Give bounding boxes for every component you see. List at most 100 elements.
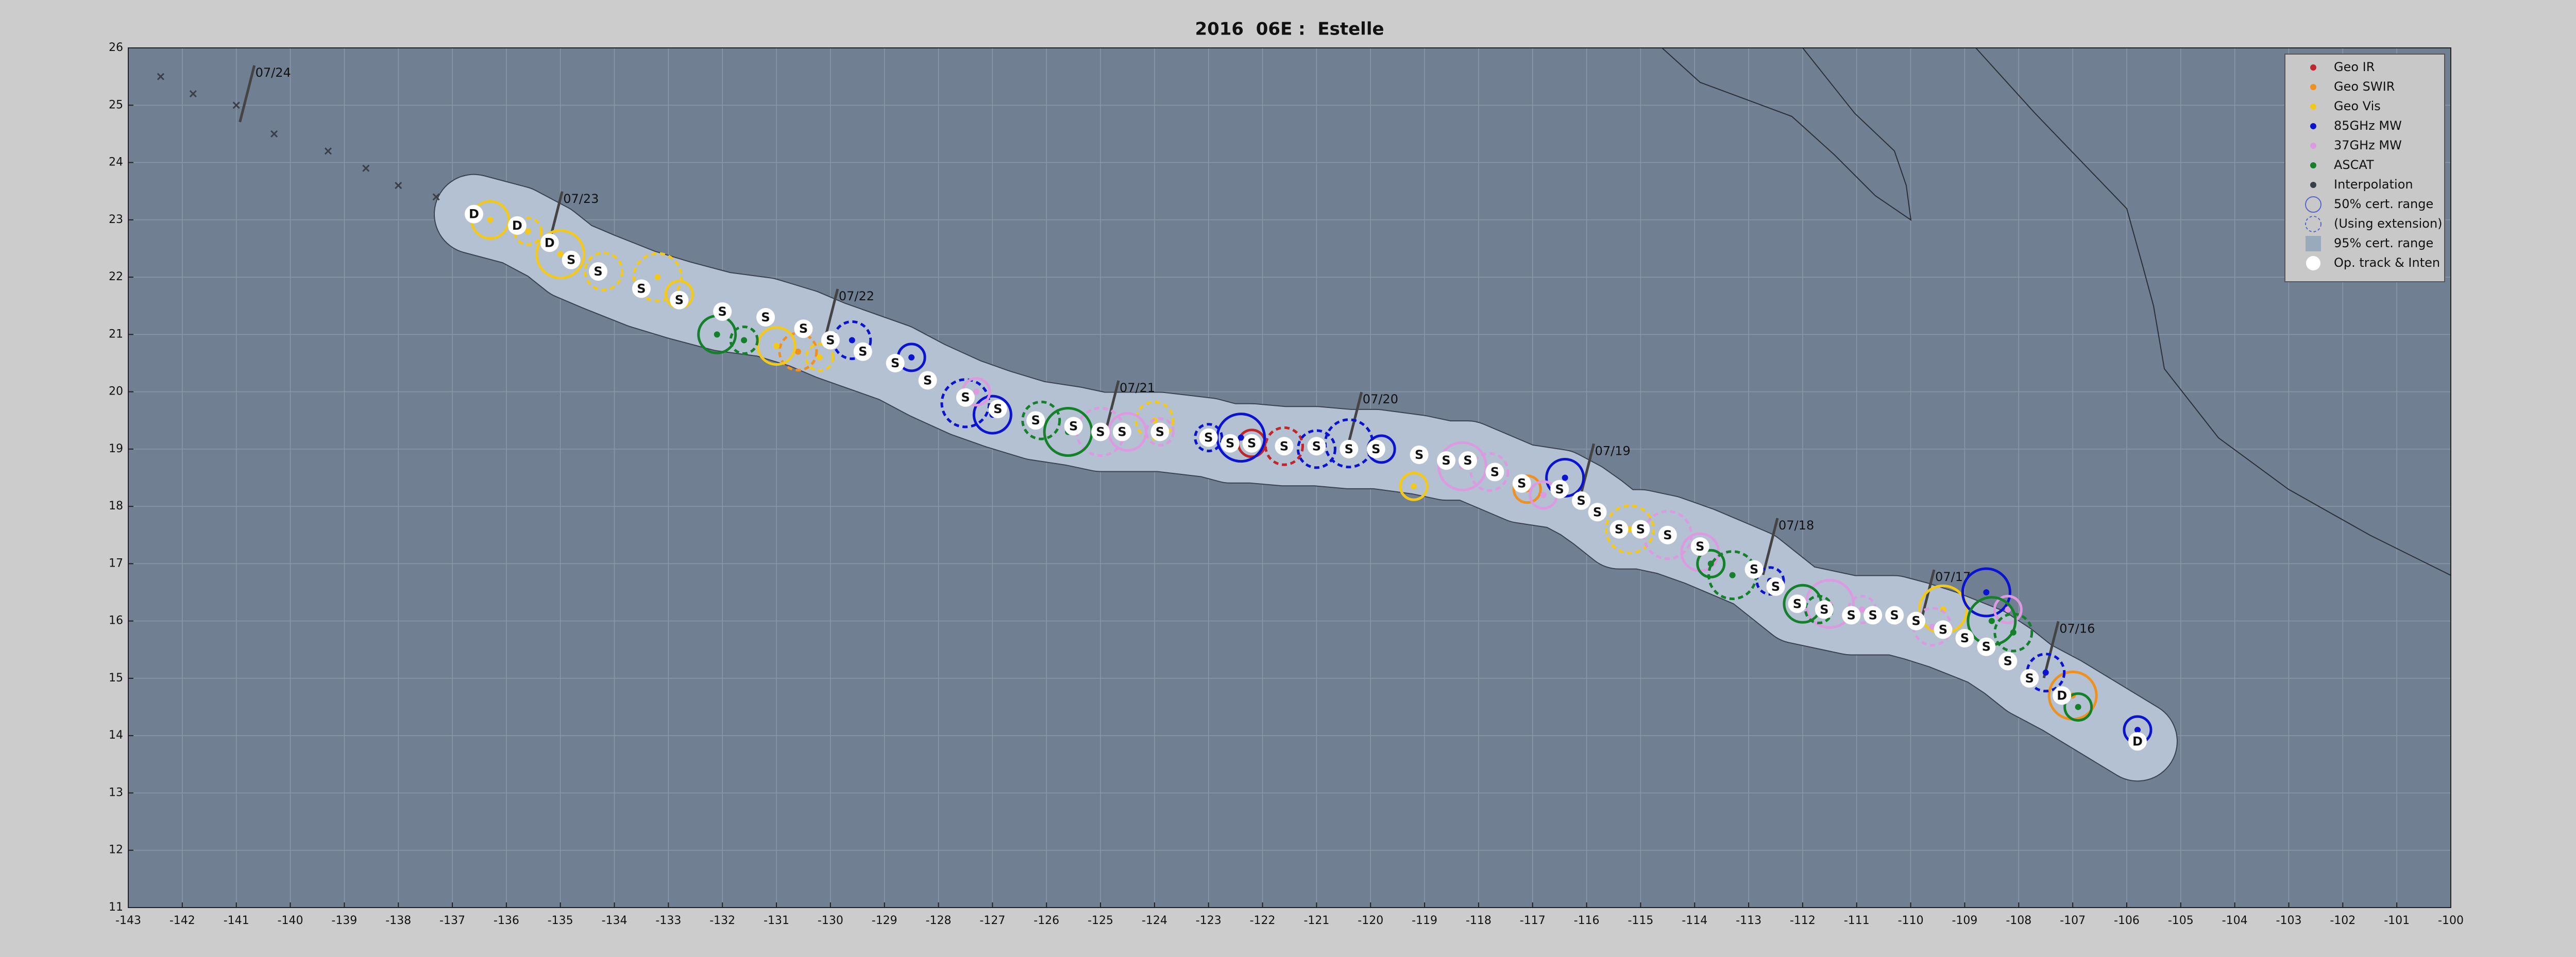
track-point [1242,434,1261,453]
intensity-label: S [675,293,684,307]
obs-range [2026,653,2066,693]
intensity-label: D [512,218,522,233]
legend-swatch [2310,64,2316,71]
x-tick-label: -125 [1088,914,1113,927]
interp-mark [232,101,240,109]
track-point [1366,439,1385,458]
obs-range [2063,692,2093,722]
date-label: 07/19 [1595,443,1631,458]
intensity-label: S [1615,522,1623,537]
intensity-label: D [545,235,555,250]
x-tick-label: -139 [331,914,357,927]
intensity-label: S [1096,424,1105,439]
x-tick-label: -131 [764,914,789,927]
intensity-label: S [594,264,602,279]
legend-swatch [2310,84,2316,90]
intensity-label: S [826,333,835,347]
obs-point [849,337,855,344]
obs-point [714,331,720,338]
track-point [1977,637,1996,656]
obs-point [2134,727,2141,733]
y-tick-label: 14 [109,729,123,742]
track-point [632,279,651,298]
legend-swatch [2306,256,2320,270]
track-point [1113,422,1132,441]
intensity-label: S [1771,579,1780,594]
intensity-label: S [761,310,770,324]
intensity-label: S [1345,442,1353,456]
date-label: 07/16 [2059,621,2095,636]
interp-mark [362,164,370,172]
date-label: 07/20 [1363,392,1398,406]
x-tick-label: -121 [1303,914,1329,927]
obs-range [940,378,991,429]
obs-range [1696,549,1726,578]
y-tick-label: 22 [109,270,123,283]
legend-label: Interpolation [2334,177,2413,192]
track-point [918,371,937,390]
track-point [1485,463,1504,482]
y-tick-label: 12 [109,844,123,857]
intensity-label: S [637,281,646,296]
x-tick-label: -117 [1520,914,1546,927]
track-point [1150,422,1170,441]
chart-title: 2016 06E : Estelle [1195,19,1384,40]
track-point [464,204,483,224]
intensity-label: S [1031,413,1040,428]
track-point [756,307,775,327]
intensity-label: S [858,345,867,359]
track-point [1064,417,1083,436]
track-point [1609,520,1629,539]
track-point [853,342,872,361]
baja-coast [1662,48,1912,221]
track-point [1766,577,1785,596]
track-point [1863,606,1883,625]
legend-swatch [2306,236,2321,251]
obs-point [773,343,780,349]
obs-range [1194,423,1224,453]
obs-range [832,320,872,360]
intensity-label: S [1939,622,1947,637]
obs-point [2005,606,2011,613]
x-tick-label: -114 [1682,914,1707,927]
track-point [1340,439,1359,458]
marks-layer: 07/1607/1707/1807/1907/2007/2107/2207/23… [157,65,2153,751]
x-tick-label: -119 [1412,914,1437,927]
x-tick-label: -140 [278,914,303,927]
intensity-label: S [923,373,932,387]
intensity-label: S [1247,436,1256,451]
x-tick-label: -107 [2060,914,2086,927]
obs-range [513,216,543,246]
legend-label: (Using extension) [2334,216,2443,231]
x-tick-label: -103 [2276,914,2302,927]
intensity-label: S [1204,431,1213,445]
intensity-label: S [1911,614,1920,628]
obs-range [1993,594,2023,624]
legend-swatch [2305,216,2321,232]
track-point [670,290,689,310]
obs-point [1540,491,1547,498]
date-label: 07/24 [256,65,291,80]
intensity-label: D [2057,688,2067,703]
x-tick-label: -134 [602,914,628,927]
legend-label: ASCAT [2334,158,2374,172]
intensity-label: S [891,356,900,370]
obs-range [972,395,1012,435]
y-tick-label: 18 [109,500,123,512]
legend-swatch [2305,196,2321,213]
intensity-label: S [1577,493,1585,508]
obs-point [1707,560,1714,567]
obs-range [632,252,683,302]
track-point [1588,503,1607,522]
track-point [1437,451,1456,470]
x-tick-label: -142 [170,914,195,927]
obs-range [584,251,624,292]
obs-point [1983,589,1990,596]
obs-point [741,337,748,344]
track-point [1658,525,1677,544]
intensity-label: D [2132,734,2143,748]
obs-range [1512,474,1542,504]
obs-range [729,325,759,355]
intensity-label: S [1869,608,1877,623]
